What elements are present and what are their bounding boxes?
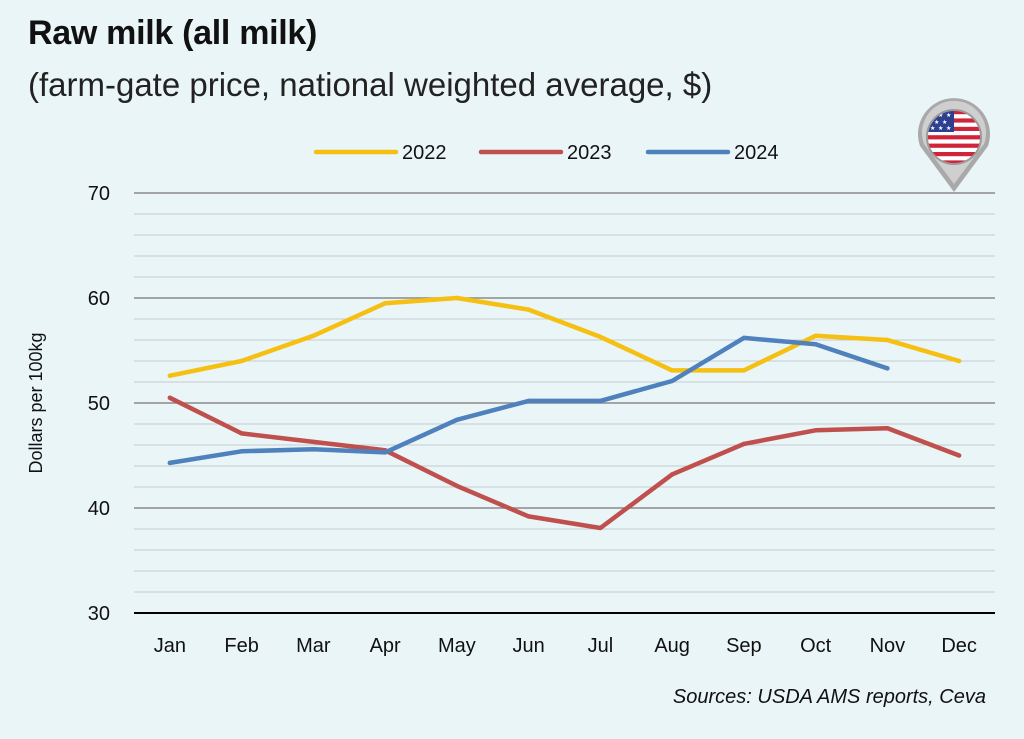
y-tick-label: 50	[88, 393, 110, 415]
x-tick-label: Sep	[726, 635, 762, 657]
data-point-2024	[239, 449, 244, 454]
legend-label-2023: 2023	[567, 142, 612, 164]
data-point-2024	[311, 447, 316, 452]
x-tick-label: Mar	[296, 635, 331, 657]
data-point-2022	[813, 333, 818, 338]
series-line-2023	[167, 395, 962, 531]
data-point-2023	[885, 426, 890, 431]
data-point-2024	[598, 398, 603, 404]
legend-label-2024: 2024	[734, 142, 779, 164]
sources-note: Sources: USDA AMS reports, Ceva	[672, 686, 986, 708]
svg-text:★: ★	[930, 125, 935, 132]
data-point-2023	[239, 431, 244, 436]
x-tick-label: Dec	[941, 635, 977, 657]
y-tick-label: 60	[88, 288, 110, 310]
data-point-2022	[885, 337, 890, 343]
y-tick-label: 40	[88, 498, 110, 520]
data-point-2022	[741, 368, 747, 373]
chart-title: Raw milk (all milk)	[28, 14, 318, 52]
axes: 30 40 50 60 70 Jan Feb Mar Apr May Jun Jul Aug Sep Oct…	[26, 183, 995, 657]
data-point-2023	[311, 439, 316, 445]
data-point-2022	[382, 301, 388, 306]
y-axis-title: Dollars per 100kg	[26, 332, 46, 473]
data-point-2023	[526, 514, 531, 519]
x-tick-label: Feb	[224, 635, 258, 657]
svg-text:★: ★	[938, 112, 943, 119]
x-tick-label: May	[438, 635, 476, 657]
legend-label-2022: 2022	[402, 142, 447, 164]
data-point-2022	[526, 307, 531, 312]
x-tick-label: Nov	[870, 635, 906, 657]
data-point-2023	[598, 525, 603, 531]
legend: 2022 2023 2024	[313, 142, 779, 164]
svg-text:★: ★	[946, 125, 951, 132]
data-point-2022	[598, 334, 603, 340]
series-line-2022	[167, 295, 962, 378]
data-point-2023	[167, 395, 173, 400]
svg-text:★: ★	[938, 125, 943, 132]
data-point-2022	[311, 333, 316, 338]
data-point-2024	[167, 460, 173, 466]
x-tick-label: Apr	[370, 635, 401, 657]
x-tick-label: Jun	[513, 635, 545, 657]
data-point-2024	[526, 398, 531, 404]
data-point-2022	[956, 358, 962, 364]
data-point-2023	[813, 428, 818, 433]
series-lines	[167, 295, 962, 531]
data-point-2023	[669, 472, 675, 477]
data-point-2024	[741, 335, 747, 341]
svg-text:★: ★	[946, 112, 951, 119]
data-point-2022	[167, 373, 173, 378]
data-point-2023	[956, 453, 962, 458]
data-point-2022	[454, 295, 460, 301]
y-tick-label: 30	[88, 603, 110, 625]
svg-text:★: ★	[934, 119, 939, 126]
data-point-2024	[382, 450, 388, 455]
data-point-2022	[239, 358, 244, 364]
x-tick-label: Jan	[154, 635, 186, 657]
y-tick-label: 70	[88, 183, 110, 205]
us-flag-map-pin-icon: ★★★ ★★ ★★★	[918, 98, 990, 192]
data-point-2024	[885, 366, 890, 371]
x-tick-label: Aug	[654, 635, 690, 657]
x-tick-label: Jul	[588, 635, 614, 657]
data-point-2024	[454, 417, 460, 422]
data-point-2024	[813, 342, 818, 347]
data-point-2023	[454, 483, 460, 489]
chart-subtitle: (farm-gate price, national weighted aver…	[28, 66, 713, 103]
x-tick-label: Oct	[800, 635, 832, 657]
data-point-2023	[741, 441, 747, 447]
data-point-2022	[669, 368, 675, 373]
data-point-2024	[669, 378, 675, 384]
grid-lines	[134, 192, 995, 593]
svg-text:★: ★	[942, 119, 947, 126]
